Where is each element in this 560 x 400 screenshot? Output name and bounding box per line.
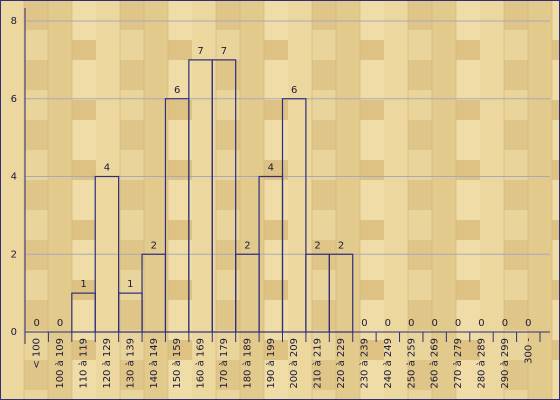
x-tick-label: 190 à 199 — [265, 338, 277, 389]
bar — [211, 59, 237, 333]
x-tick-label: 260 à 269 — [429, 338, 441, 389]
x-tick-label: 170 à 179 — [218, 338, 230, 389]
x-tick-label: < 100 — [32, 338, 43, 369]
value-label: 2 — [151, 240, 157, 251]
value-label: 0 — [408, 318, 414, 329]
value-label: 0 — [57, 318, 63, 329]
value-label: 6 — [291, 85, 297, 96]
value-label: 0 — [385, 318, 391, 329]
value-label: 2 — [338, 240, 344, 251]
x-tick-label: 130 à 139 — [124, 338, 136, 389]
value-label: 1 — [127, 279, 133, 290]
value-label: 7 — [197, 46, 203, 57]
x-tick-label: 120 à 129 — [101, 338, 113, 389]
bar — [281, 98, 307, 333]
x-tick-label: 220 à 229 — [335, 338, 347, 389]
bar — [328, 253, 354, 333]
x-tick-label: 180 à 189 — [241, 338, 253, 389]
x-tick-label: 270 à 279 — [452, 338, 464, 389]
y-tick-label: 2 — [11, 249, 17, 260]
x-tick-label: 100 à 109 — [54, 338, 66, 389]
y-tick-label: 6 — [11, 94, 17, 105]
value-label: 6 — [174, 85, 180, 96]
value-label: 0 — [502, 318, 508, 329]
x-tick-label: 290 à 299 — [499, 338, 511, 389]
value-label: 0 — [431, 318, 437, 329]
x-tick-label: 240 à 249 — [382, 338, 394, 389]
value-label: 0 — [34, 318, 40, 329]
x-tick-label: 200 à 209 — [288, 338, 300, 389]
plot-area: 0 2 4 6 8 < 100 0 100 à 109 0 110 à 119 1 120 à 129… — [11, 8, 550, 389]
x-tick-label: 300 - — [523, 338, 534, 364]
x-tick-label: 160 à 169 — [195, 338, 207, 389]
x-tick-label: 230 à 239 — [358, 338, 370, 389]
value-label: 0 — [361, 318, 367, 329]
bar — [94, 175, 120, 333]
y-tick-label: 4 — [11, 172, 17, 183]
x-tick-label: 150 à 159 — [171, 338, 183, 389]
value-label: 0 — [478, 318, 484, 329]
value-label: 4 — [268, 163, 274, 174]
x-tick-label: 250 à 259 — [405, 338, 417, 389]
value-label: 2 — [314, 240, 320, 251]
y-tick-label: 0 — [11, 327, 17, 338]
value-label: 0 — [455, 318, 461, 329]
value-label: 2 — [244, 240, 250, 251]
value-label: 4 — [104, 163, 110, 174]
x-tick-label: 210 à 219 — [312, 338, 324, 389]
x-tick-label: 110 à 119 — [78, 338, 90, 389]
y-tick-label: 8 — [11, 16, 17, 27]
value-label: 1 — [80, 279, 86, 290]
x-tick-label: 140 à 149 — [148, 338, 160, 389]
x-tick-label: 280 à 289 — [475, 338, 487, 389]
value-label: 7 — [221, 46, 227, 57]
value-label: 0 — [525, 318, 531, 329]
